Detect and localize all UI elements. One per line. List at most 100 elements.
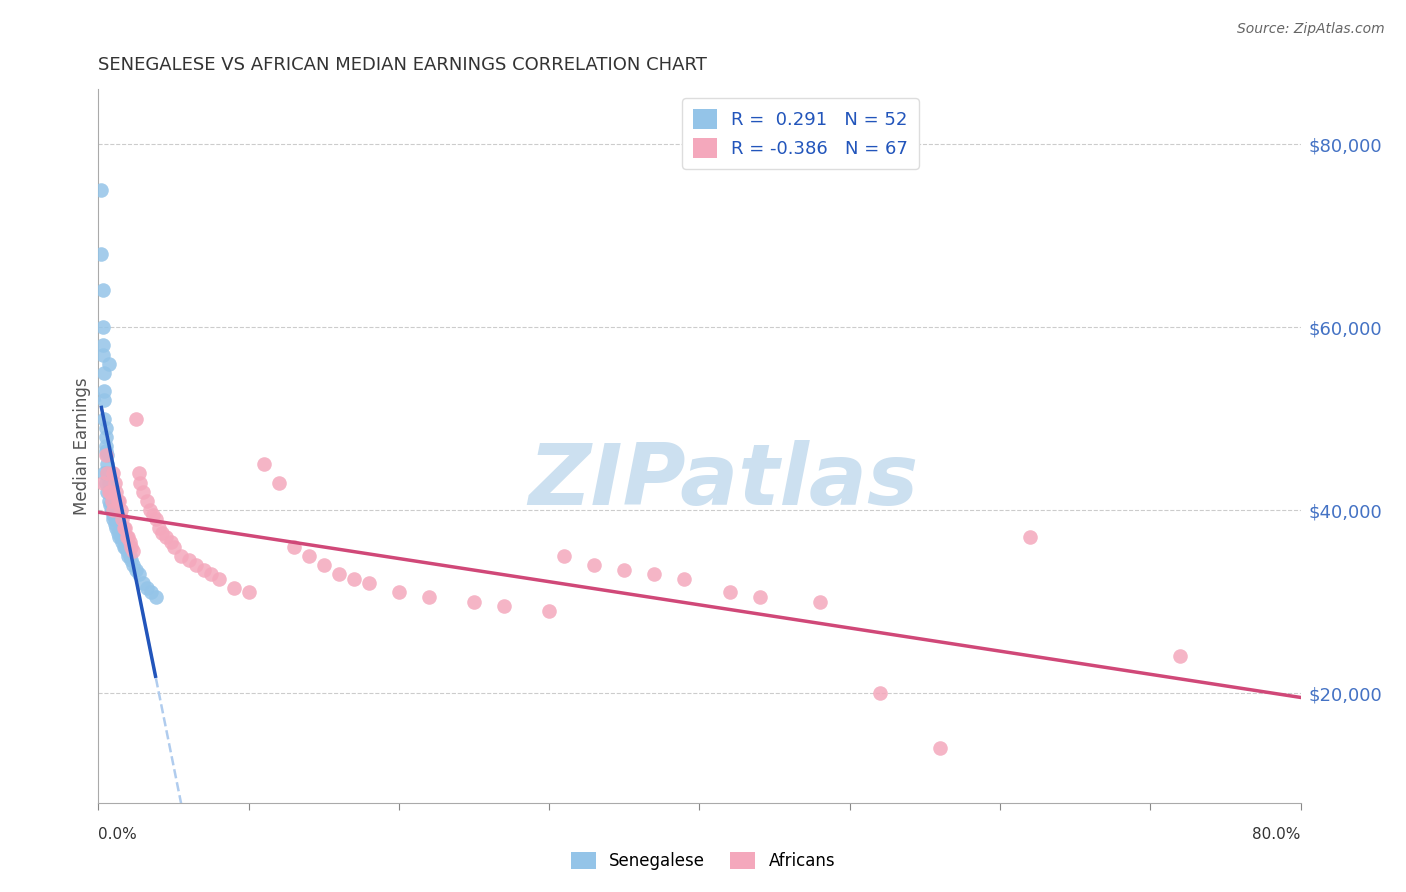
Point — [104, 516, 127, 531]
Text: ZIPatlas: ZIPatlas — [529, 440, 918, 524]
Point — [538, 604, 561, 618]
Point — [110, 503, 132, 517]
Point — [388, 585, 411, 599]
Point — [238, 585, 260, 599]
Point — [112, 540, 135, 554]
Point — [162, 540, 184, 554]
Point — [748, 590, 770, 604]
Point — [96, 484, 118, 499]
Point — [673, 572, 696, 586]
Point — [643, 567, 665, 582]
Point — [553, 549, 575, 563]
Point — [122, 544, 145, 558]
Point — [101, 503, 124, 517]
Point — [418, 590, 440, 604]
Point — [94, 439, 117, 453]
Point — [94, 443, 117, 458]
Point — [94, 475, 117, 490]
Point — [718, 585, 741, 599]
Point — [298, 549, 321, 563]
Point — [93, 393, 115, 408]
Point — [110, 531, 132, 545]
Point — [96, 467, 118, 481]
Point — [104, 475, 127, 490]
Point — [139, 585, 162, 599]
Point — [97, 494, 120, 508]
Point — [117, 531, 139, 545]
Point — [121, 540, 143, 554]
Point — [94, 420, 117, 434]
Point — [132, 576, 155, 591]
Point — [148, 521, 170, 535]
Point — [808, 594, 831, 608]
Point — [328, 567, 350, 582]
Point — [128, 467, 150, 481]
Point — [122, 558, 145, 572]
Point — [125, 411, 148, 425]
Point — [90, 247, 112, 261]
Point — [583, 558, 606, 572]
Point — [101, 494, 124, 508]
Point — [91, 320, 114, 334]
Point — [1019, 531, 1042, 545]
Legend: Senegalese, Africans: Senegalese, Africans — [564, 845, 842, 877]
Point — [125, 562, 148, 576]
Point — [96, 458, 118, 472]
Text: 0.0%: 0.0% — [98, 827, 138, 841]
Point — [94, 448, 117, 462]
Point — [312, 558, 335, 572]
Point — [93, 467, 115, 481]
Point — [222, 581, 245, 595]
Point — [108, 531, 131, 545]
Point — [105, 521, 128, 535]
Point — [155, 531, 177, 545]
Y-axis label: Median Earnings: Median Earnings — [73, 377, 91, 515]
Point — [105, 512, 128, 526]
Point — [97, 484, 120, 499]
Point — [101, 494, 124, 508]
Text: Source: ZipAtlas.com: Source: ZipAtlas.com — [1237, 22, 1385, 37]
Point — [129, 475, 152, 490]
Legend: R =  0.291   N = 52, R = -0.386   N = 67: R = 0.291 N = 52, R = -0.386 N = 67 — [682, 98, 920, 169]
Point — [200, 567, 222, 582]
Text: SENEGALESE VS AFRICAN MEDIAN EARNINGS CORRELATION CHART: SENEGALESE VS AFRICAN MEDIAN EARNINGS CO… — [98, 56, 707, 74]
Point — [115, 531, 138, 545]
Point — [103, 503, 125, 517]
Point — [101, 503, 124, 517]
Point — [138, 503, 160, 517]
Point — [184, 558, 207, 572]
Point — [93, 366, 115, 380]
Point — [100, 499, 122, 513]
Point — [114, 540, 136, 554]
Point — [103, 508, 125, 522]
Point — [1170, 649, 1192, 664]
Point — [145, 512, 167, 526]
Point — [91, 347, 114, 361]
Point — [105, 484, 128, 499]
Point — [145, 590, 167, 604]
Point — [208, 572, 231, 586]
Point — [135, 581, 157, 595]
Point — [93, 411, 115, 425]
Point — [132, 484, 155, 499]
Point — [463, 594, 485, 608]
Point — [115, 544, 138, 558]
Point — [128, 567, 150, 582]
Point — [100, 484, 122, 499]
Point — [111, 512, 134, 526]
Text: 80.0%: 80.0% — [1253, 827, 1301, 841]
Point — [357, 576, 380, 591]
Point — [869, 686, 891, 700]
Point — [193, 562, 215, 576]
Point — [112, 521, 135, 535]
Point — [96, 448, 118, 462]
Point — [107, 494, 129, 508]
Point — [100, 484, 122, 499]
Point — [97, 357, 120, 371]
Point — [177, 553, 200, 567]
Point — [108, 494, 131, 508]
Point — [93, 384, 115, 398]
Point — [267, 475, 290, 490]
Point — [159, 535, 181, 549]
Point — [117, 549, 139, 563]
